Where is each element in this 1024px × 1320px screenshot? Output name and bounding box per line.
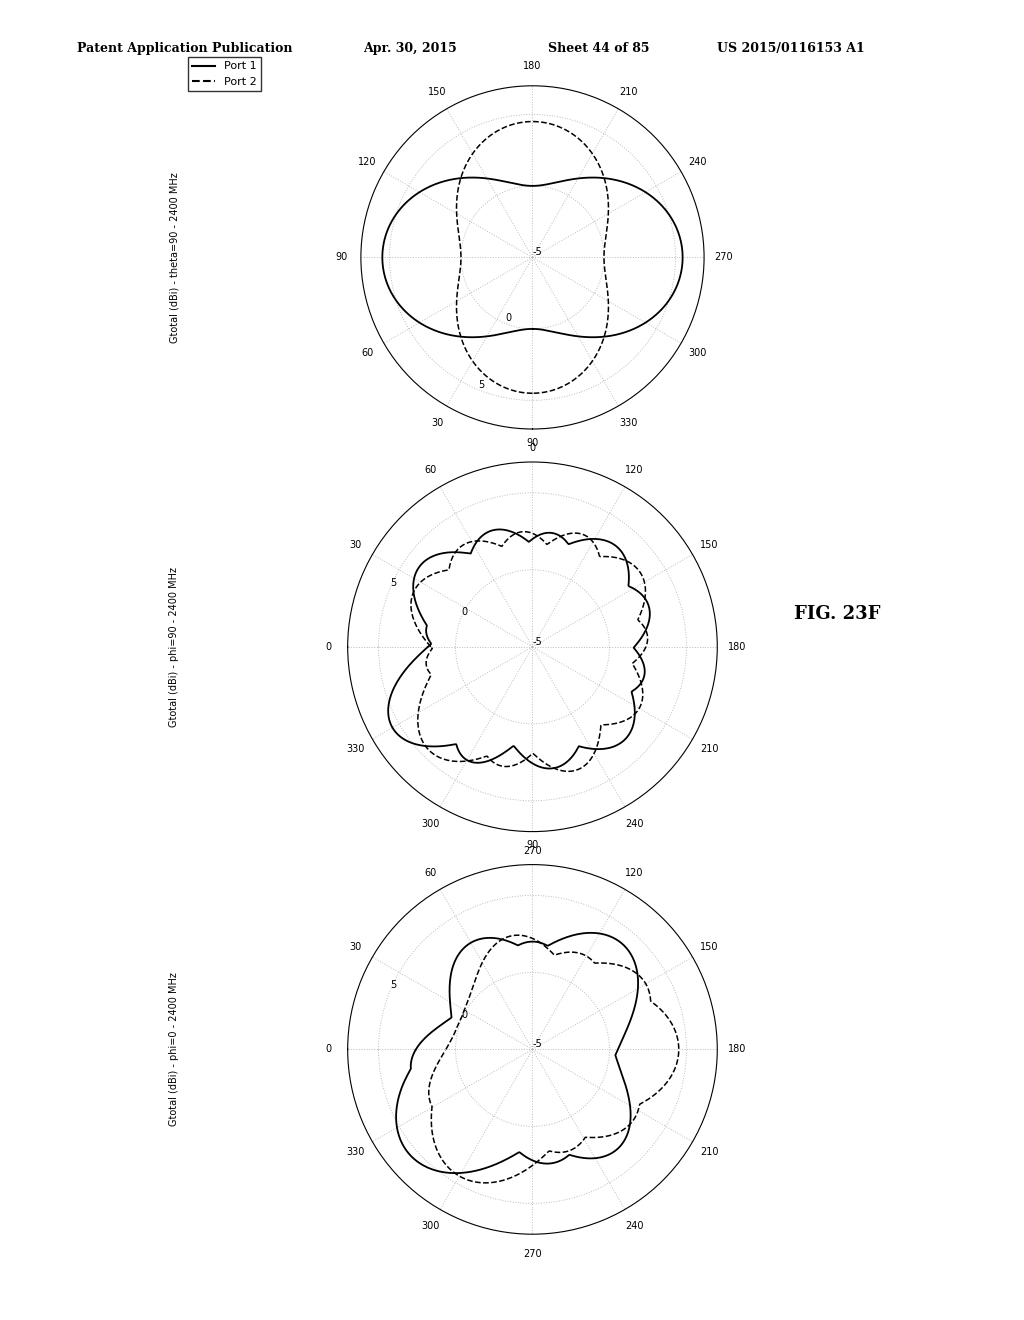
Text: Sheet 44 of 85: Sheet 44 of 85 (548, 42, 649, 55)
Text: Gtotal (dBi) - phi=90 - 2400 MHz: Gtotal (dBi) - phi=90 - 2400 MHz (169, 566, 179, 727)
Legend: Port 1, Port 2: Port 1, Port 2 (188, 57, 261, 91)
Text: Gtotal (dBi) - phi=0 - 2400 MHz: Gtotal (dBi) - phi=0 - 2400 MHz (169, 973, 179, 1126)
Text: US 2015/0116153 A1: US 2015/0116153 A1 (717, 42, 864, 55)
Text: Patent Application Publication: Patent Application Publication (77, 42, 292, 55)
Text: FIG. 23F: FIG. 23F (794, 605, 880, 623)
Text: Apr. 30, 2015: Apr. 30, 2015 (364, 42, 458, 55)
Text: Gtotal (dBi) - theta=90 - 2400 MHz: Gtotal (dBi) - theta=90 - 2400 MHz (169, 172, 179, 343)
